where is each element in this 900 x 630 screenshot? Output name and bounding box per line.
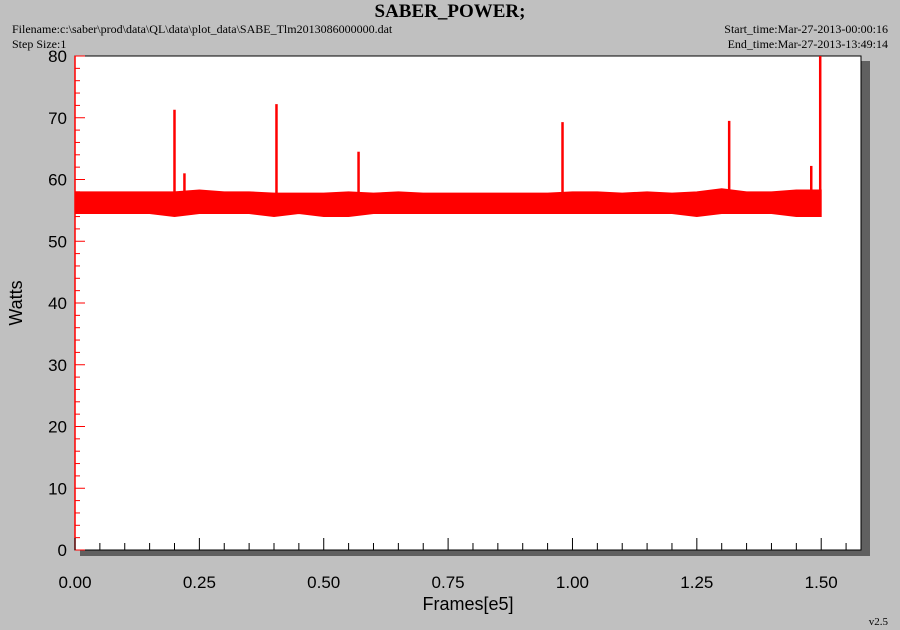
y-axis-label: Watts — [6, 280, 26, 325]
x-axis-label: Frames[e5] — [422, 594, 513, 614]
filename-label: Filename:c:\saber\prod\data\QL\data\plot… — [12, 22, 393, 36]
y-tick-label: 50 — [48, 232, 67, 251]
version-label: v2.5 — [868, 616, 888, 628]
x-tick-label: 1.50 — [805, 573, 838, 592]
y-tick-label: 80 — [48, 47, 67, 66]
x-tick-label: 0.75 — [432, 573, 465, 592]
plot-area — [74, 55, 862, 551]
x-tick-label: 1.00 — [556, 573, 589, 592]
y-tick-label: 10 — [48, 479, 67, 498]
chart-title: SABER_POWER; — [374, 1, 526, 22]
x-tick-label: 0.25 — [183, 573, 216, 592]
end-time-label: End_time:Mar-27-2013-13:49:14 — [727, 37, 888, 51]
y-tick-label: 60 — [48, 171, 67, 190]
x-tick-label: 0.00 — [58, 573, 91, 592]
x-tick-label: 1.25 — [680, 573, 713, 592]
y-tick-label: 0 — [58, 541, 67, 560]
y-tick-label: 70 — [48, 109, 67, 128]
series-band — [74, 188, 822, 218]
y-tick-label: 20 — [48, 418, 67, 437]
x-tick-label: 0.50 — [307, 573, 340, 592]
step-size-label: Step Size:1 — [12, 37, 67, 51]
y-tick-label: 40 — [48, 294, 67, 313]
y-tick-label: 30 — [48, 356, 67, 375]
start-time-label: Start_time:Mar-27-2013-00:00:16 — [724, 22, 888, 36]
